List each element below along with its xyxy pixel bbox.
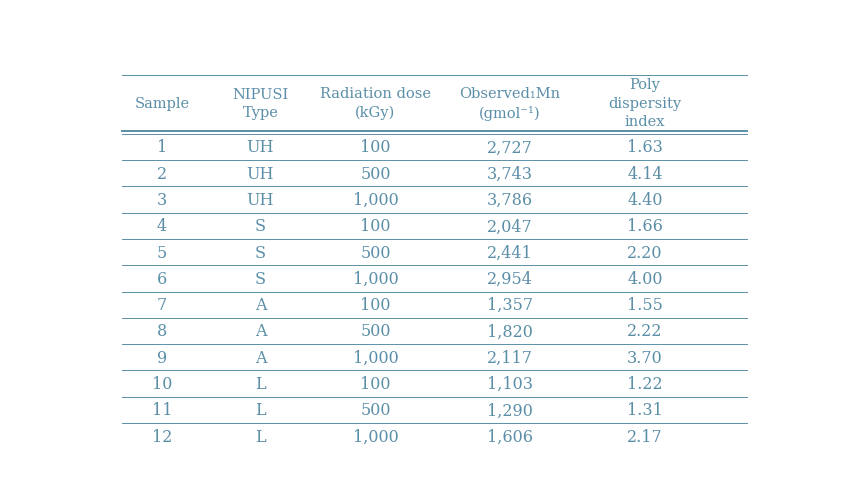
Text: 100: 100	[360, 375, 391, 392]
Text: 500: 500	[360, 244, 391, 261]
Text: 1,000: 1,000	[353, 428, 399, 445]
Text: 10: 10	[152, 375, 172, 392]
Text: 1,103: 1,103	[488, 375, 533, 392]
Text: L: L	[255, 401, 265, 418]
Text: A: A	[254, 349, 266, 366]
Text: S: S	[255, 244, 266, 261]
Text: 3,786: 3,786	[487, 192, 533, 208]
Text: UH: UH	[247, 192, 274, 208]
Text: UH: UH	[247, 165, 274, 182]
Text: 2.22: 2.22	[628, 323, 662, 340]
Text: 8: 8	[157, 323, 167, 340]
Text: 5: 5	[157, 244, 167, 261]
Text: 11: 11	[152, 401, 172, 418]
Text: 100: 100	[360, 218, 391, 235]
Text: 2.17: 2.17	[627, 428, 663, 445]
Text: 1.66: 1.66	[627, 218, 663, 235]
Text: 1,290: 1,290	[488, 401, 533, 418]
Text: 500: 500	[360, 165, 391, 182]
Text: UH: UH	[247, 139, 274, 156]
Text: 4: 4	[157, 218, 167, 235]
Text: A: A	[254, 323, 266, 340]
Text: 2,954: 2,954	[488, 271, 533, 288]
Text: S: S	[255, 218, 266, 235]
Text: 1.55: 1.55	[627, 297, 663, 314]
Text: NIPUSI
Type: NIPUSI Type	[232, 87, 288, 120]
Text: 1.22: 1.22	[627, 375, 663, 392]
Text: 7: 7	[157, 297, 167, 314]
Text: 100: 100	[360, 139, 391, 156]
Text: 1,820: 1,820	[488, 323, 533, 340]
Text: 4.40: 4.40	[628, 192, 662, 208]
Text: 4.14: 4.14	[627, 165, 663, 182]
Text: 1,606: 1,606	[488, 428, 533, 445]
Text: Poly
dispersity
index: Poly dispersity index	[608, 78, 682, 129]
Text: 9: 9	[157, 349, 167, 366]
Text: 1,000: 1,000	[353, 349, 399, 366]
Text: L: L	[255, 375, 265, 392]
Text: 100: 100	[360, 297, 391, 314]
Text: 4.00: 4.00	[628, 271, 662, 288]
Text: 6: 6	[157, 271, 167, 288]
Text: 2,117: 2,117	[488, 349, 533, 366]
Text: 3,743: 3,743	[488, 165, 533, 182]
Text: A: A	[254, 297, 266, 314]
Text: Sample: Sample	[134, 97, 189, 111]
Text: 3.70: 3.70	[627, 349, 663, 366]
Text: 2,047: 2,047	[488, 218, 533, 235]
Text: 2,727: 2,727	[488, 139, 533, 156]
Text: 1,357: 1,357	[487, 297, 533, 314]
Text: 2: 2	[157, 165, 167, 182]
Text: 500: 500	[360, 323, 391, 340]
Text: Observed₁Mn
(gmol⁻¹): Observed₁Mn (gmol⁻¹)	[460, 87, 561, 120]
Text: 12: 12	[152, 428, 172, 445]
Text: 1,000: 1,000	[353, 271, 399, 288]
Text: L: L	[255, 428, 265, 445]
Text: S: S	[255, 271, 266, 288]
Text: 1,000: 1,000	[353, 192, 399, 208]
Text: Radiation dose
(kGy): Radiation dose (kGy)	[320, 87, 431, 120]
Text: 2,441: 2,441	[488, 244, 533, 261]
Text: 500: 500	[360, 401, 391, 418]
Text: 1.63: 1.63	[627, 139, 663, 156]
Text: 3: 3	[157, 192, 167, 208]
Text: 1.31: 1.31	[627, 401, 663, 418]
Text: 2.20: 2.20	[628, 244, 662, 261]
Text: 1: 1	[157, 139, 167, 156]
